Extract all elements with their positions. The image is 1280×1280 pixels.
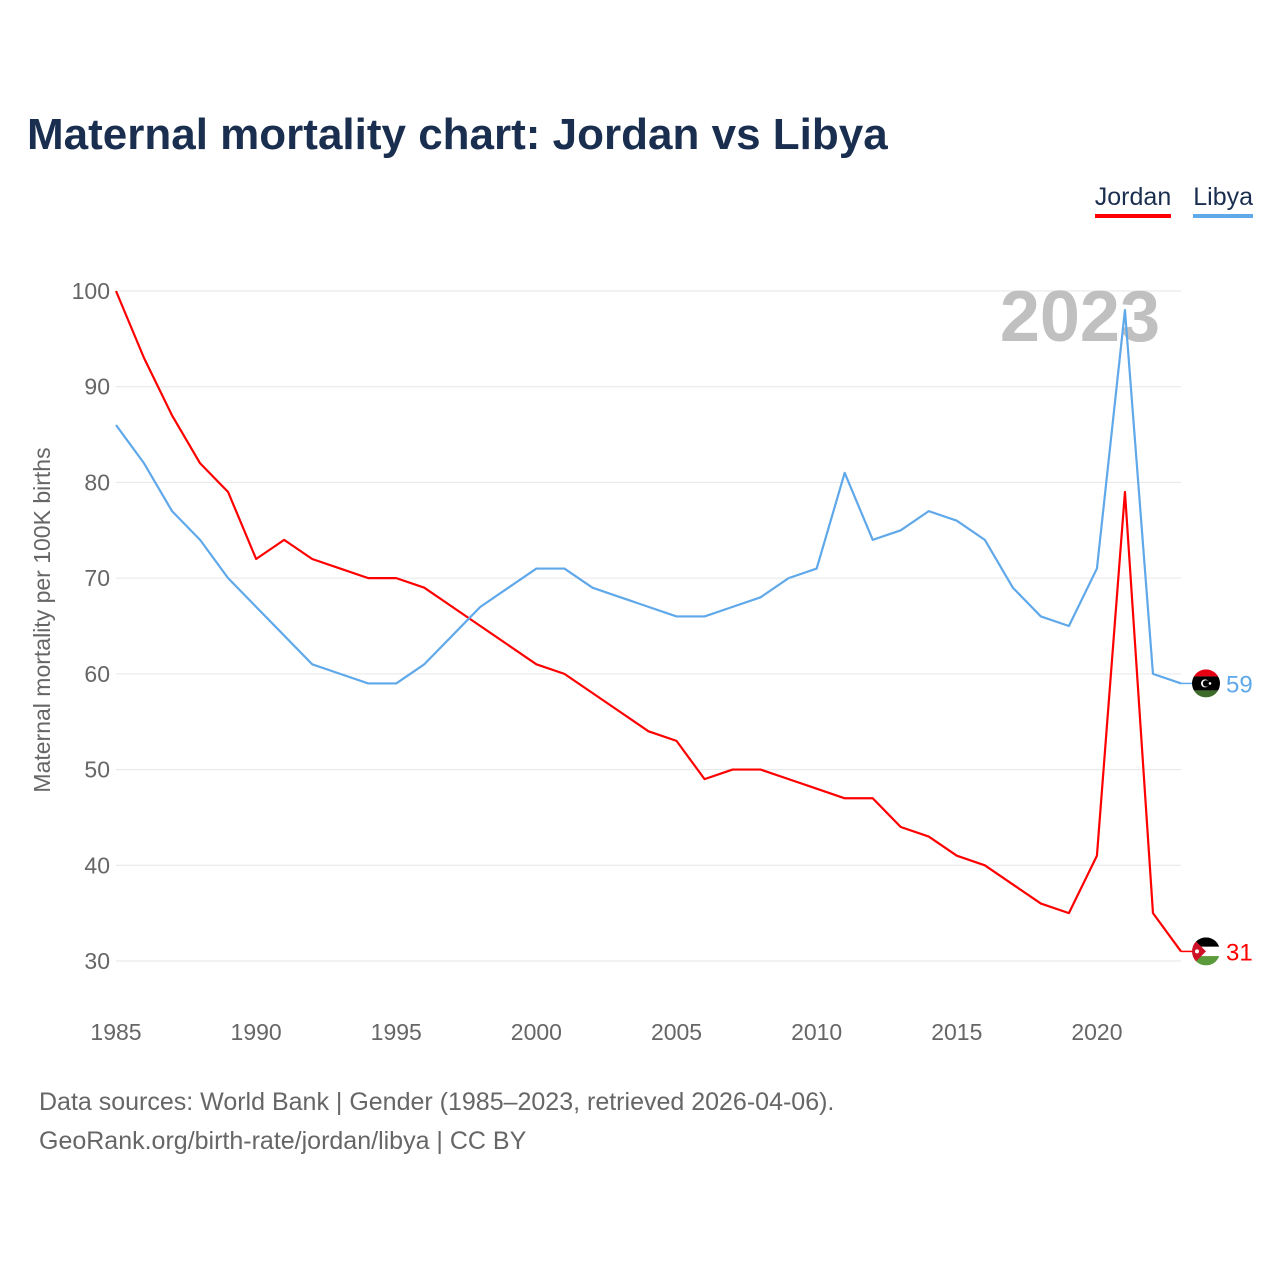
y-tick-label: 30	[84, 948, 110, 974]
legend-jordan[interactable]: Jordan	[1094, 183, 1172, 218]
flag-jordan-icon	[1192, 937, 1220, 966]
x-tick-label: 2010	[791, 1019, 842, 1045]
flag-libya-icon	[1192, 669, 1220, 698]
y-tick-label: 100	[72, 278, 110, 304]
end-value-label: 31	[1226, 939, 1253, 966]
x-tick-label: 2000	[511, 1019, 562, 1045]
y-tick-label: 70	[84, 565, 110, 591]
y-tick-label: 90	[84, 374, 110, 400]
y-axis-label: Maternal mortality per 100K births	[29, 447, 55, 792]
chart-title: Maternal mortality chart: Jordan vs Liby…	[27, 110, 888, 159]
x-tick-label: 2005	[651, 1019, 702, 1045]
year-watermark: 2023	[1000, 277, 1160, 357]
end-value-label: 59	[1226, 671, 1253, 698]
x-tick-label: 1995	[371, 1019, 422, 1045]
y-tick-label: 60	[84, 661, 110, 687]
series-line-libya[interactable]	[115, 309, 1182, 685]
x-tick-label: 1990	[231, 1019, 282, 1045]
y-tick-label: 40	[84, 852, 110, 878]
y-tick-label: 50	[84, 757, 110, 783]
legend: Jordan Libya	[1094, 183, 1253, 218]
series-line-jordan[interactable]	[114, 290, 1182, 953]
x-tick-label: 1985	[90, 1019, 141, 1045]
x-tick-label: 2015	[931, 1019, 982, 1045]
x-tick-label: 2020	[1071, 1019, 1122, 1045]
footer-link[interactable]: GeoRank.org/birth-rate/jordan/libya | CC…	[39, 1127, 527, 1155]
y-tick-label: 80	[84, 469, 110, 495]
footer-sources: Data sources: World Bank | Gender (1985–…	[39, 1088, 835, 1116]
legend-libya[interactable]: Libya	[1193, 183, 1253, 218]
